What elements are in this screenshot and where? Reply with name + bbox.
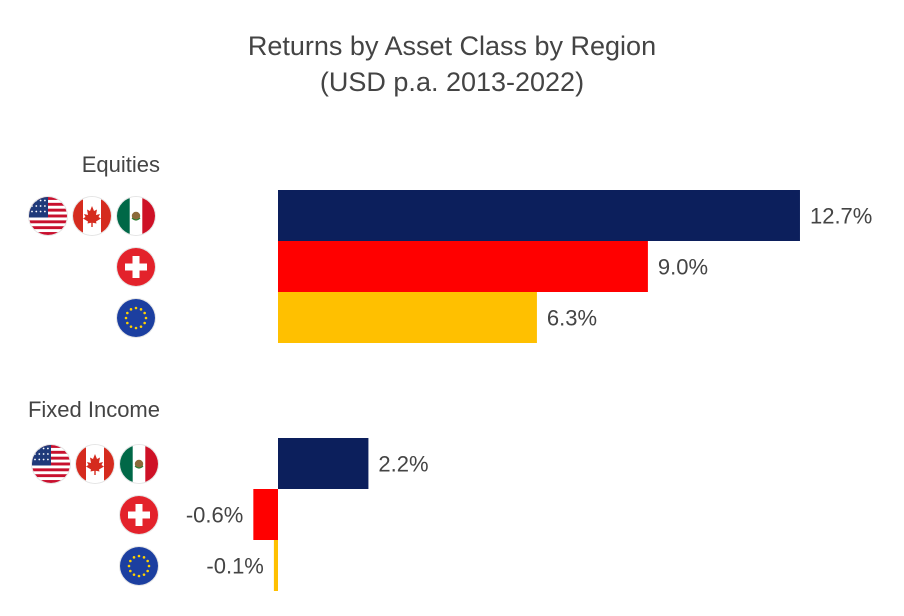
data-label-1-1: -0.6% — [186, 503, 243, 528]
data-label-0-1: 9.0% — [658, 255, 708, 280]
data-label-1-2: -0.1% — [206, 554, 263, 579]
eu-flag-icon — [117, 298, 155, 337]
flag-row-0-1 — [117, 247, 155, 286]
chart-title-block: Returns by Asset Class by Region (USD p.… — [0, 28, 904, 100]
bar-1-0 — [278, 438, 369, 489]
chart-subtitle: (USD p.a. 2013-2022) — [319, 67, 585, 97]
eu-flag-icon — [120, 546, 158, 585]
group-label-fixed-income: Fixed Income — [27, 397, 160, 422]
flag-row-0-2 — [117, 298, 155, 337]
flag-row-1-0 — [32, 444, 158, 483]
data-label-0-0: 12.7% — [810, 204, 872, 229]
data-label-0-2: 6.3% — [547, 306, 597, 331]
group-label-equities: Equities — [81, 152, 160, 177]
flag-row-1-1 — [120, 495, 158, 534]
bar-0-1 — [278, 241, 648, 292]
bar-1-1 — [253, 489, 278, 540]
mexico-flag-icon — [120, 444, 158, 483]
switzerland-flag-icon — [120, 495, 158, 534]
chart-title: Returns by Asset Class by Region — [247, 31, 657, 61]
flag-row-1-2 — [120, 546, 158, 585]
switzerland-flag-icon — [117, 247, 155, 286]
us-flag-icon — [32, 444, 70, 483]
us-flag-icon — [29, 196, 67, 235]
mexico-flag-icon — [117, 196, 155, 235]
data-label-1-0: 2.2% — [378, 452, 428, 477]
bar-0-0 — [278, 190, 800, 241]
flag-row-0-0 — [29, 196, 155, 235]
canada-flag-icon — [73, 196, 111, 235]
bar-1-2 — [273, 540, 278, 591]
canada-flag-icon — [76, 444, 114, 483]
bar-0-2 — [278, 292, 537, 343]
